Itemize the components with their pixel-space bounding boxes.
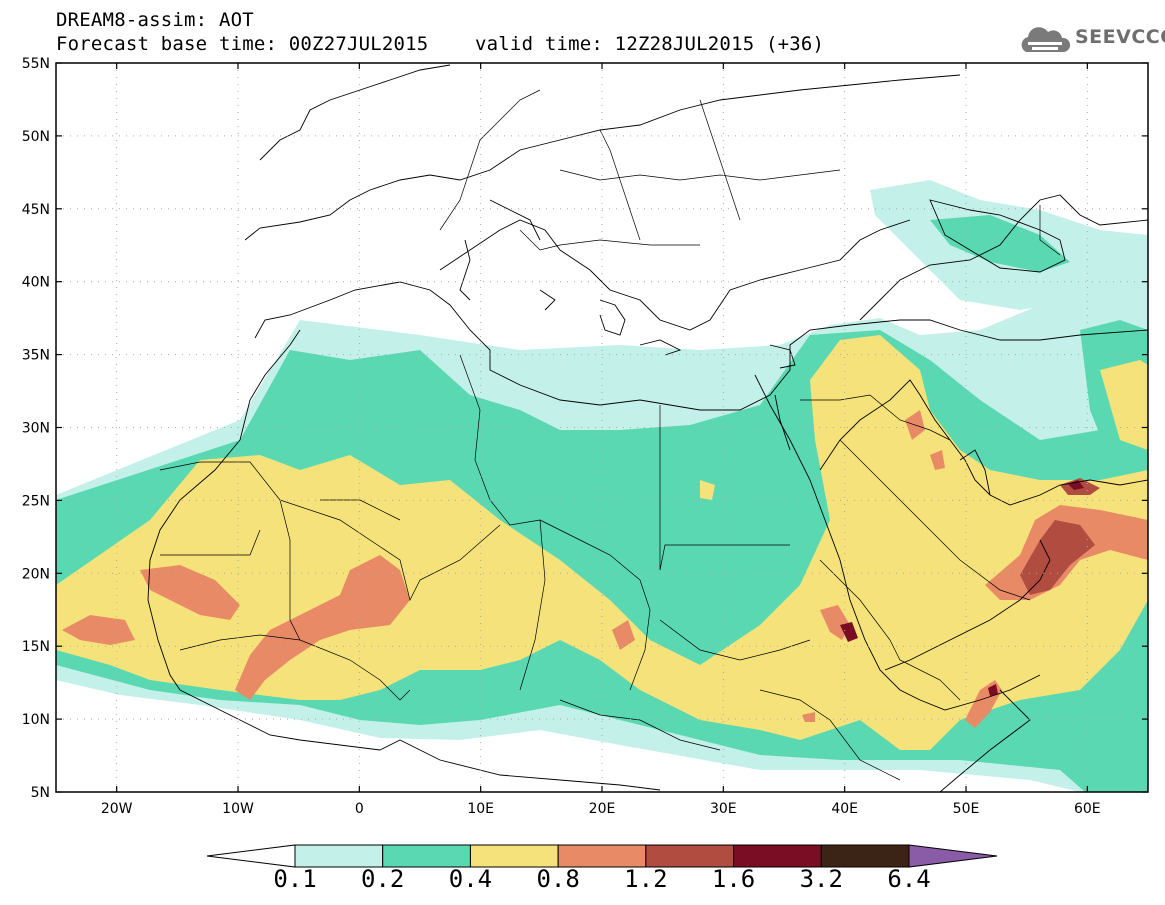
borders [159, 89, 1061, 781]
aot-patch-maroon-2 [1068, 480, 1084, 490]
colorbar-segment [294, 844, 384, 868]
lon-label: 40E [831, 801, 858, 817]
valid-time: valid time: 12Z28JUL2015 (+36) [475, 33, 825, 55]
aot-patch-chad [612, 620, 635, 650]
colorbar-segment [645, 844, 735, 868]
colorbar-segment [382, 844, 471, 868]
lon-label: 0 [355, 801, 364, 817]
lat-label: 5N [31, 785, 50, 801]
colorbar-level-label: 1.2 [624, 865, 668, 893]
lat-label: 55N [22, 56, 50, 72]
aot-patch-caspian-green [930, 215, 1070, 272]
lat-label: 25N [22, 493, 50, 509]
map-title: DREAM8-assim: AOT [56, 9, 254, 31]
time-line: Forecast base time: 00Z27JUL2015 valid t… [56, 33, 824, 55]
colorbar-level-label: 0.8 [536, 865, 580, 893]
forecast-base-time: Forecast base time: 00Z27JUL2015 [56, 33, 429, 55]
lat-label: 15N [22, 639, 50, 655]
colorbar [206, 844, 998, 868]
colorbar-segment [557, 844, 647, 868]
colorbar-level-label: 1.6 [711, 865, 756, 893]
colorbar-level-label: 0.2 [361, 865, 405, 893]
colorbar-level-label: 6.4 [887, 865, 931, 893]
aot-patch-maroon-3 [988, 684, 998, 696]
coastlines [147, 64, 1148, 792]
lon-label: 60E [1074, 801, 1101, 817]
lat-label: 35N [22, 348, 50, 364]
aot-patch-eritrea [820, 605, 850, 640]
aot-patch-mauritania [140, 565, 240, 620]
lon-label: 20W [101, 801, 133, 817]
colorbar-segment [820, 844, 910, 868]
colorbar-min-arrow [206, 844, 296, 868]
colorbar-max-arrow [908, 844, 998, 868]
lat-label: 45N [22, 202, 50, 218]
aot-patch-mali [235, 555, 410, 700]
aot-patch-maroon-1 [840, 622, 858, 642]
lon-label: 10E [467, 801, 494, 817]
axis-ticks [56, 62, 1148, 793]
grid-lines [56, 63, 1148, 792]
colorbar-level-label: 0.4 [448, 865, 493, 893]
aot-patch-oman-dark [1020, 520, 1095, 595]
lon-label: 30E [710, 801, 737, 817]
lon-label: 20E [589, 801, 616, 817]
colorbar-segment [469, 844, 559, 868]
lat-label: 50N [22, 129, 50, 145]
aot-patch-yellow-sahara [700, 480, 715, 500]
cloud-icon [1021, 27, 1071, 52]
lat-label: 20N [22, 566, 50, 582]
lat-labels: 55N 50N 45N 40N 35N 30N 25N 20N 15N 10N 5N [22, 56, 50, 801]
lon-label: 50E [953, 801, 980, 817]
colorbar-segment [733, 844, 822, 868]
seevccc-logo: SEEVCCC [1018, 22, 1165, 56]
aot-patch-kuwait [930, 450, 945, 470]
lat-label: 40N [22, 275, 50, 291]
lon-labels: 20W 10W 0 10E 20E 30E 40E 50E 60E [101, 801, 1101, 817]
colorbar-level-label: 0.1 [273, 865, 317, 893]
aot-patch-zagros-yellow [1100, 360, 1148, 450]
lat-label: 10N [22, 712, 50, 728]
lon-label: 10W [222, 801, 254, 817]
logo-text: SEEVCCC [1075, 26, 1165, 48]
colorbar-level-label: 3.2 [799, 865, 843, 893]
lat-label: 30N [22, 421, 50, 437]
